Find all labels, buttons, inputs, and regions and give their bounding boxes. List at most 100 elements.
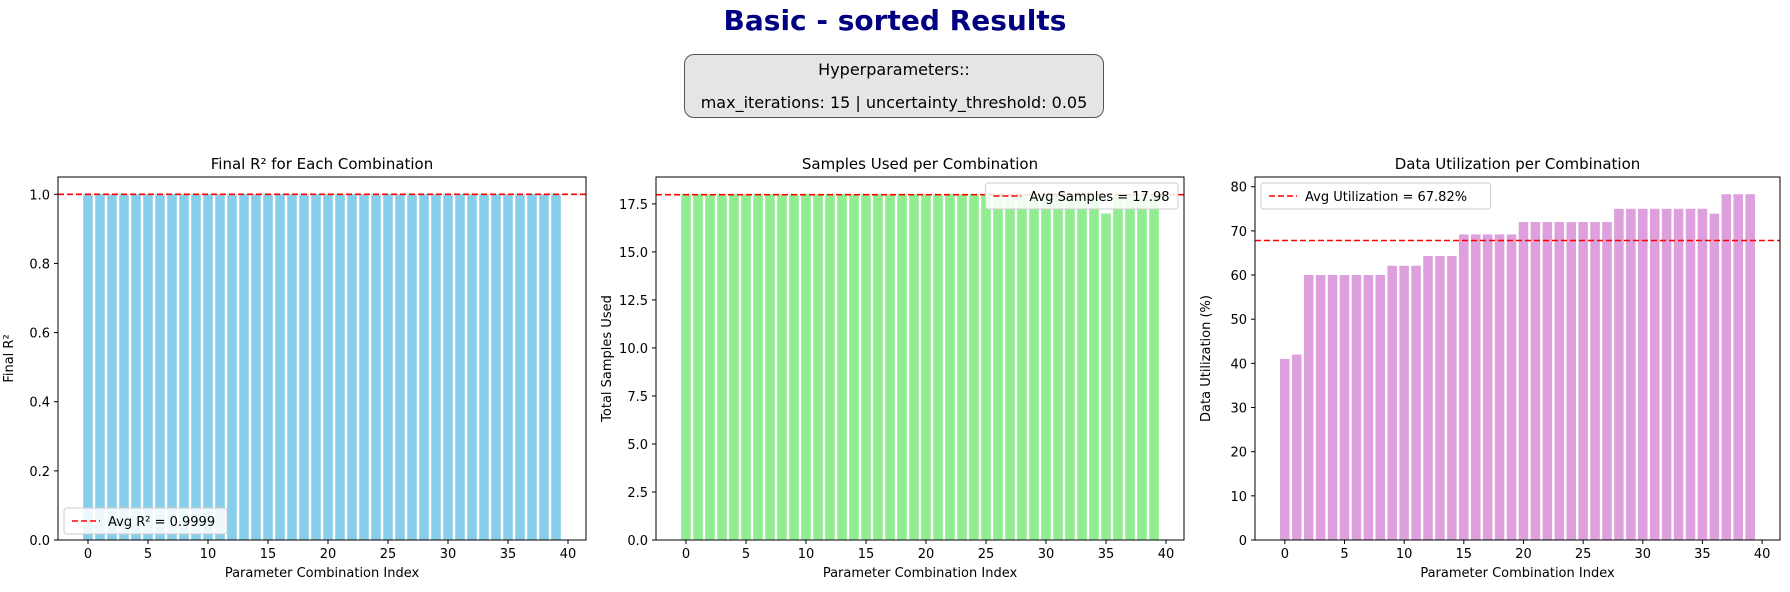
chart-bar [885, 194, 895, 541]
x-tick-label: 35 [1694, 547, 1711, 562]
chart-bar [741, 194, 751, 541]
chart-bar [311, 194, 321, 541]
chart-bar [1530, 222, 1541, 540]
x-axis-label: Parameter Combination Index [1420, 566, 1615, 581]
chart-bar [1375, 275, 1386, 540]
x-tick-label: 5 [1340, 547, 1348, 562]
chart-bar [1459, 234, 1469, 540]
x-tick-label: 30 [1038, 547, 1055, 562]
y-axis-label: Final R² [2, 334, 17, 382]
chart-bar [1017, 194, 1027, 541]
chart-bar [981, 194, 991, 541]
x-tick-label: 30 [440, 547, 457, 562]
chart-bar [813, 194, 823, 541]
y-tick-label: 17.5 [619, 198, 648, 213]
chart-bar [191, 194, 201, 541]
chart-title: Samples Used per Combination [802, 155, 1038, 173]
x-tick-label: 25 [978, 547, 995, 562]
x-tick-label: 0 [1281, 547, 1289, 562]
chart-bar [969, 194, 979, 541]
chart-bar [1041, 194, 1051, 541]
chart-bar [1709, 213, 1720, 540]
y-tick-label: 15.0 [619, 246, 648, 261]
x-tick-label: 40 [1158, 547, 1175, 562]
axes-frame [655, 176, 1185, 541]
chart-bar [1614, 208, 1624, 540]
chart-bar [239, 194, 249, 541]
chart-bar [431, 194, 441, 541]
chart-bar [443, 194, 453, 541]
chart-bar [1029, 194, 1039, 541]
y-tick-label: 30 [1230, 402, 1247, 417]
chart-bar [347, 194, 357, 541]
chart-bar [1566, 222, 1576, 540]
chart-bar [1482, 234, 1493, 540]
chart-bar [323, 194, 333, 541]
hyperparameters-box: Hyperparameters:: max_iterations: 15 | u… [684, 54, 1104, 118]
chart-bar [765, 194, 775, 541]
legend-box [984, 182, 1179, 210]
chart-bar [729, 194, 739, 541]
chart-bar [1411, 265, 1421, 540]
chart-bar [527, 194, 537, 541]
x-tick-label: 35 [500, 547, 517, 562]
x-tick-label: 15 [260, 547, 277, 562]
chart-title: Final R² for Each Combination [211, 155, 434, 173]
chart-bar [1602, 222, 1612, 540]
y-tick-label: 0.2 [29, 465, 50, 480]
chart-bar [777, 194, 787, 541]
x-tick-label: 0 [682, 547, 690, 562]
y-tick-label: 5.0 [627, 438, 648, 453]
y-tick-label: 20 [1230, 446, 1247, 461]
chart-bar [227, 194, 237, 541]
x-axis-label: Parameter Combination Index [225, 566, 420, 581]
chart-bar [1387, 265, 1397, 540]
chart-bar [837, 194, 847, 541]
chart-bar [299, 194, 309, 541]
chart-bar [1435, 256, 1445, 540]
y-tick-label: 0 [1239, 534, 1247, 549]
chart-bar [359, 194, 369, 541]
chart-bar [479, 194, 489, 541]
x-tick-label: 10 [1396, 547, 1413, 562]
axes-frame [1254, 176, 1781, 541]
y-tick-label: 10 [1230, 490, 1247, 505]
chart-bar [801, 194, 811, 541]
x-tick-label: 10 [798, 547, 815, 562]
chart-bar [897, 194, 907, 541]
chart-bar [681, 194, 691, 541]
hyperparameters-title: Hyperparameters:: [818, 60, 970, 79]
chart-bar [383, 194, 393, 541]
chart-bar [1280, 358, 1290, 540]
chart-bar [1101, 213, 1111, 540]
chart-bar [167, 194, 177, 541]
chart-bar [921, 194, 931, 541]
chart-bar [1315, 275, 1326, 540]
chart-bar [203, 194, 213, 541]
y-axis-label: Total Samples Used [600, 295, 615, 423]
chart-bar [1626, 208, 1636, 540]
x-tick-label: 5 [742, 547, 750, 562]
y-tick-label: 40 [1230, 357, 1247, 372]
chart-bar [1673, 208, 1684, 540]
axes-frame [57, 176, 587, 541]
chart-bar [263, 194, 273, 541]
chart-bar [1077, 194, 1087, 541]
chart-bar [287, 194, 297, 541]
chart-bar [107, 194, 117, 541]
y-tick-label: 2.5 [627, 486, 648, 501]
chart-bar [1494, 234, 1505, 540]
chart-bar [1554, 222, 1565, 540]
chart-bar [717, 194, 727, 541]
legend-label: Avg Utilization = 67.82% [1305, 190, 1467, 205]
chart-bar [849, 194, 859, 541]
chart-bar [1661, 208, 1672, 540]
chart-bar [1113, 194, 1123, 541]
chart-bar [1291, 354, 1302, 540]
chart-bar [1423, 256, 1433, 540]
chart-bar [789, 194, 799, 541]
chart-bar [1447, 256, 1457, 540]
chart-bar [933, 194, 943, 541]
x-tick-label: 10 [200, 547, 217, 562]
